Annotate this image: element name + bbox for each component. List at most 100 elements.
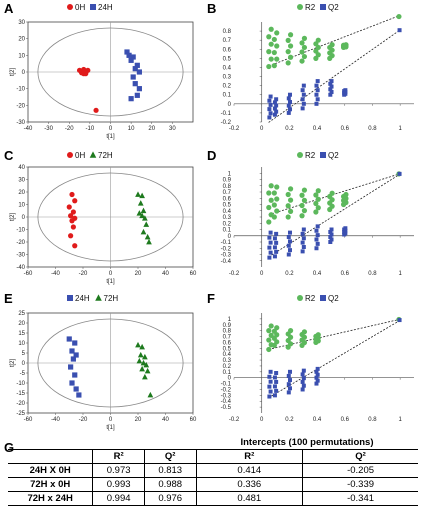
data-point-r2	[285, 191, 291, 198]
y-tick-label: 0.8	[223, 184, 232, 190]
x-tick-label: 1	[398, 417, 402, 423]
data-point-r2	[299, 202, 305, 209]
legend-marker-72h	[89, 151, 97, 158]
data-point-q2	[314, 381, 319, 386]
data-point-q2	[268, 102, 273, 107]
data-point-q2	[274, 103, 279, 108]
y-tick-label: 0.6	[223, 47, 232, 53]
data-point-q2	[272, 106, 277, 111]
data-point-q2	[329, 237, 334, 242]
y-tick-label: 0.3	[223, 358, 232, 364]
panel-label-D: D	[207, 148, 216, 163]
data-point-24h	[130, 54, 136, 60]
permutation-summary-table: Intercepts (100 permutations) R² Q² R² Q…	[8, 436, 418, 506]
x-axis-label: t[1]	[106, 279, 115, 285]
x-tick-label: 0.4	[313, 126, 322, 132]
data-point-q2	[328, 92, 333, 97]
x-tick-label: 30	[169, 126, 176, 132]
data-point-q2	[301, 227, 306, 232]
data-point-72h	[146, 238, 152, 245]
data-point-q2	[268, 379, 273, 384]
data-point-72h	[143, 221, 150, 227]
data-point-q2	[286, 382, 291, 387]
y-tick-label: -30	[16, 120, 25, 126]
data-point-q2	[287, 100, 292, 104]
data-point-q2	[301, 376, 306, 381]
y-tick-label: 0.4	[223, 209, 232, 215]
x-tick-label: 0.4	[313, 417, 322, 423]
x-tick-label: 0	[260, 417, 264, 423]
x-tick-label: -40	[51, 417, 60, 423]
table-cell: 72H x 0H	[8, 477, 93, 492]
x-tick-label: 0.6	[341, 271, 350, 277]
data-point-q2	[301, 83, 306, 88]
data-point-q2	[287, 369, 292, 374]
data-point-q2	[287, 378, 292, 383]
data-point-0h	[69, 218, 75, 224]
data-point-r2	[271, 36, 277, 43]
data-point-24h	[134, 62, 140, 68]
data-point-r2	[299, 49, 305, 55]
legend-marker-r2	[297, 152, 303, 158]
y-tick-label: 0	[22, 215, 26, 221]
legend-label-q2: Q2	[328, 3, 339, 12]
data-point-q2	[272, 245, 277, 250]
y-tick-label: 0.3	[223, 75, 232, 81]
table-col-label	[8, 449, 93, 464]
x-tick-label: 1	[398, 126, 402, 132]
data-point-q2	[397, 318, 402, 323]
y-tick-label: 0.2	[223, 84, 232, 90]
data-point-q2	[286, 252, 291, 257]
x-tick-label: 0.2	[285, 126, 294, 132]
table-cell: 24H X 0H	[8, 463, 93, 478]
data-point-r2	[301, 44, 308, 51]
data-point-q2	[267, 115, 272, 120]
x-tick-label: -20	[65, 126, 74, 132]
y-tick-label: -10	[16, 228, 25, 234]
data-point-q2	[314, 92, 319, 97]
data-point-72h	[139, 192, 145, 199]
data-point-q2	[267, 374, 272, 379]
data-point-q2	[267, 384, 272, 389]
data-point-q2	[329, 90, 334, 94]
data-point-q2	[314, 83, 319, 88]
data-point-r2	[266, 204, 272, 211]
data-point-24h	[68, 364, 74, 370]
data-point-r2	[299, 58, 305, 64]
data-point-q2	[267, 98, 272, 103]
legend-marker-q2	[320, 4, 326, 10]
y-tick-label: -0.4	[221, 399, 232, 405]
data-point-r2	[301, 187, 308, 193]
x-tick-label: -0.2	[229, 417, 240, 423]
legend-label-q2: Q2	[328, 294, 339, 303]
data-point-r2	[274, 196, 280, 202]
data-point-r2	[274, 184, 280, 190]
data-point-q2	[286, 373, 291, 378]
data-point-q2	[301, 236, 306, 241]
data-point-r2	[315, 196, 321, 202]
data-point-q2	[314, 237, 319, 242]
y-tick-label: -20	[16, 240, 25, 246]
x-tick-label: -40	[51, 271, 60, 277]
y-tick-label: 0.6	[223, 196, 232, 202]
legend-marker-0h	[67, 4, 73, 10]
y-tick-label: 0.7	[223, 190, 232, 196]
data-point-72h	[144, 233, 151, 240]
data-point-72h	[135, 191, 141, 197]
table-cell: 0.973	[92, 463, 145, 478]
x-tick-label: 10	[128, 126, 135, 132]
data-point-q2	[274, 231, 279, 236]
data-point-q2	[268, 389, 273, 394]
data-point-q2	[272, 393, 277, 398]
y-tick-label: -25	[16, 411, 25, 417]
legend-label-r2: R2	[305, 294, 316, 303]
panel-label-A: A	[4, 1, 14, 16]
permutation-plot-B: -0.2 0 0.2 0.4 0.6 0.8 1 -0.2 -0.1 0 0.1 0.2 0.3 0.4 0…	[221, 3, 414, 132]
data-point-24h	[72, 340, 78, 346]
data-point-r2	[301, 329, 308, 335]
x-axis-label: t[1]	[106, 134, 115, 140]
data-point-q2	[287, 386, 292, 391]
table-cell: 0.414	[195, 463, 303, 478]
data-point-r2	[287, 43, 294, 49]
